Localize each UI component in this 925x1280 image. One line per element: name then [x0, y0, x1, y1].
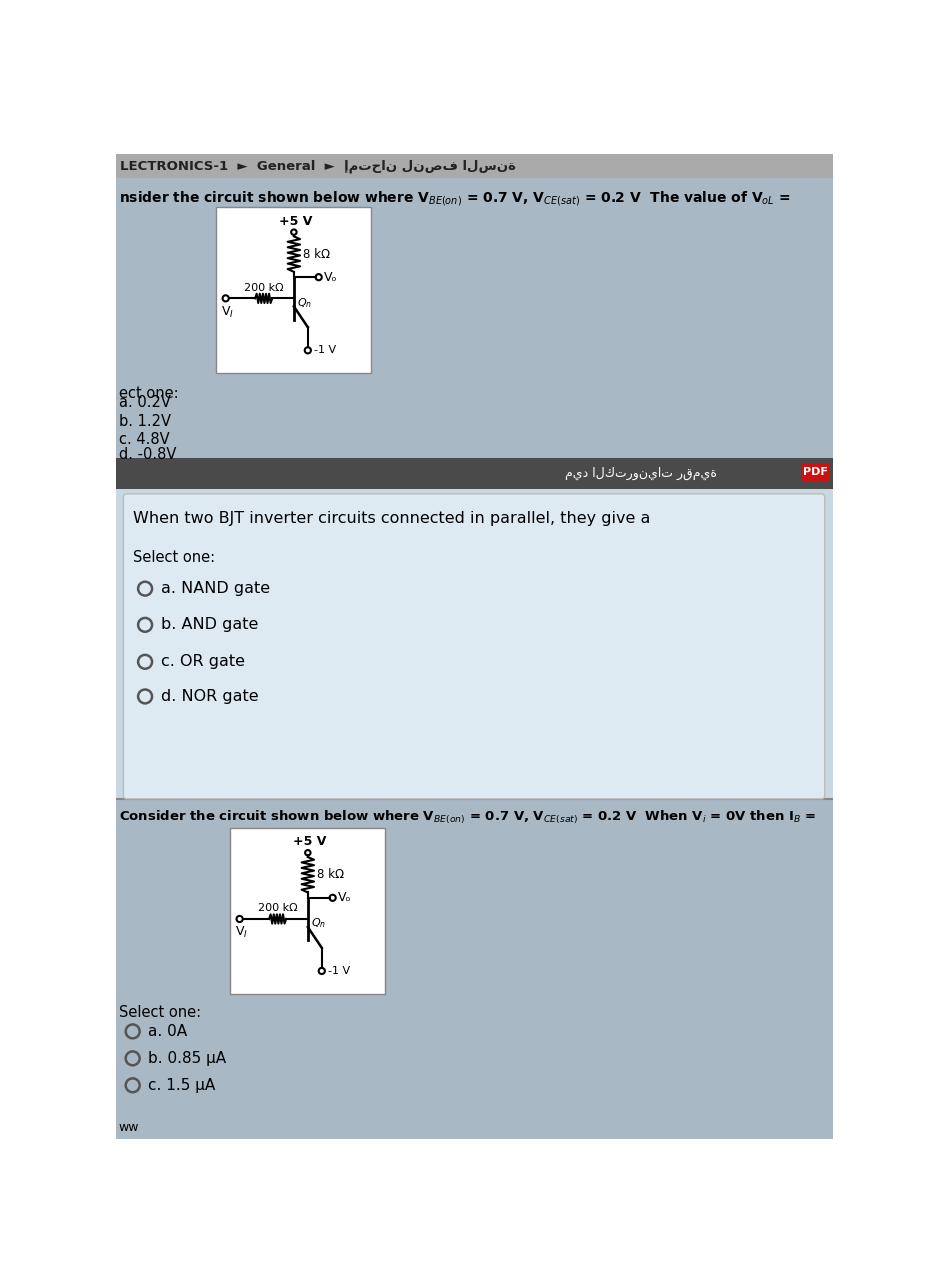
FancyBboxPatch shape	[216, 207, 371, 372]
FancyBboxPatch shape	[801, 463, 830, 481]
Text: Select one:: Select one:	[118, 1005, 201, 1020]
Text: b. 1.2V: b. 1.2V	[118, 413, 171, 429]
Text: nsider the circuit shown below where V$_{BE(on)}$ = 0.7 V, V$_{CE(sat)}$ = 0.2 V: nsider the circuit shown below where V$_…	[118, 188, 790, 207]
Text: -1 V: -1 V	[328, 966, 350, 975]
Text: b. 0.85 μA: b. 0.85 μA	[148, 1051, 227, 1066]
Text: ect one:: ect one:	[118, 387, 179, 402]
Text: Vₒ: Vₒ	[324, 270, 338, 284]
Text: b. AND gate: b. AND gate	[161, 617, 258, 632]
FancyBboxPatch shape	[116, 458, 832, 489]
FancyBboxPatch shape	[116, 154, 832, 1139]
Text: c. OR gate: c. OR gate	[161, 654, 244, 669]
Text: Select one:: Select one:	[132, 549, 215, 564]
Text: Vₒ: Vₒ	[338, 891, 352, 904]
Text: 8 kΩ: 8 kΩ	[303, 247, 330, 261]
Text: c. 1.5 μA: c. 1.5 μA	[148, 1078, 216, 1093]
Text: +5 V: +5 V	[292, 836, 326, 849]
Text: Consider the circuit shown below where V$_{BE(on)}$ = 0.7 V, V$_{CE(sat)}$ = 0.2: Consider the circuit shown below where V…	[118, 809, 816, 826]
Text: 200 kΩ: 200 kΩ	[258, 904, 298, 913]
Text: d. NOR gate: d. NOR gate	[161, 689, 258, 704]
FancyBboxPatch shape	[123, 494, 825, 799]
Text: +5 V: +5 V	[278, 215, 312, 228]
Text: a. 0.2V: a. 0.2V	[118, 394, 170, 410]
FancyBboxPatch shape	[230, 828, 386, 993]
Text: When two BJT inverter circuits connected in parallel, they give a: When two BJT inverter circuits connected…	[132, 511, 650, 526]
Text: ميد الكترونيات رقمية: ميد الكترونيات رقمية	[565, 466, 717, 480]
Text: d. -0.8V: d. -0.8V	[118, 447, 176, 462]
Text: 8 kΩ: 8 kΩ	[317, 868, 344, 881]
Text: a. 0A: a. 0A	[148, 1024, 187, 1039]
Text: PDF: PDF	[803, 467, 828, 477]
Text: V$_I$: V$_I$	[221, 305, 234, 320]
FancyBboxPatch shape	[116, 178, 832, 485]
Text: $Q_n$: $Q_n$	[297, 296, 312, 310]
Text: 200 kΩ: 200 kΩ	[244, 283, 283, 293]
Text: ww: ww	[118, 1121, 140, 1134]
FancyBboxPatch shape	[116, 489, 832, 800]
Text: LECTRONICS-1  ►  General  ►  إمتحان لنصف السنة: LECTRONICS-1 ► General ► إمتحان لنصف الس…	[120, 159, 516, 173]
FancyBboxPatch shape	[116, 154, 832, 178]
Text: -1 V: -1 V	[314, 346, 336, 356]
Text: a. NAND gate: a. NAND gate	[161, 581, 270, 596]
Text: c. 4.8V: c. 4.8V	[118, 431, 169, 447]
Text: $Q_n$: $Q_n$	[311, 916, 327, 931]
FancyBboxPatch shape	[116, 800, 832, 1139]
Text: V$_I$: V$_I$	[235, 925, 248, 941]
